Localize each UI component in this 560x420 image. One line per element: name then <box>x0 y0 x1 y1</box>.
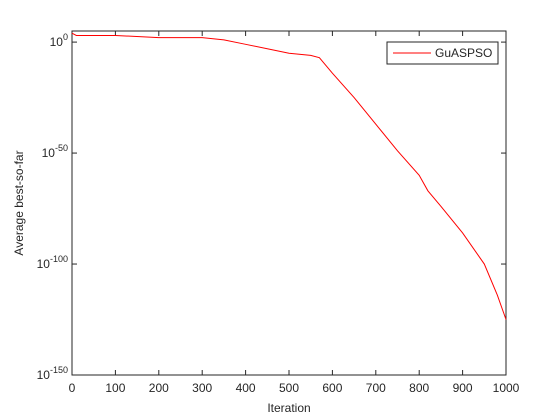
x-tick-label: 300 <box>192 381 212 395</box>
x-tick-label: 0 <box>69 381 76 395</box>
y-tick-label: 10-100 <box>37 254 68 271</box>
x-tick-label: 500 <box>279 381 299 395</box>
y-tick-label: 10-150 <box>37 365 68 382</box>
y-tick-label: 100 <box>50 32 68 49</box>
x-tick-label: 200 <box>149 381 169 395</box>
legend-box <box>386 41 499 65</box>
x-tick-label: 100 <box>105 381 125 395</box>
x-tick-label: 800 <box>409 381 429 395</box>
x-axis-label: Iteration <box>267 401 310 415</box>
data-line <box>71 32 507 320</box>
x-tick-label: 400 <box>236 381 256 395</box>
x-tick-label: 900 <box>453 381 473 395</box>
y-tick-label: 10-50 <box>42 143 68 160</box>
y-axis-label: Average best-so-far <box>12 150 26 255</box>
legend-label: GuASPSO <box>435 46 492 60</box>
x-tick-label: 1000 <box>493 381 520 395</box>
x-tick-label: 700 <box>366 381 386 395</box>
x-tick-label: 600 <box>322 381 342 395</box>
